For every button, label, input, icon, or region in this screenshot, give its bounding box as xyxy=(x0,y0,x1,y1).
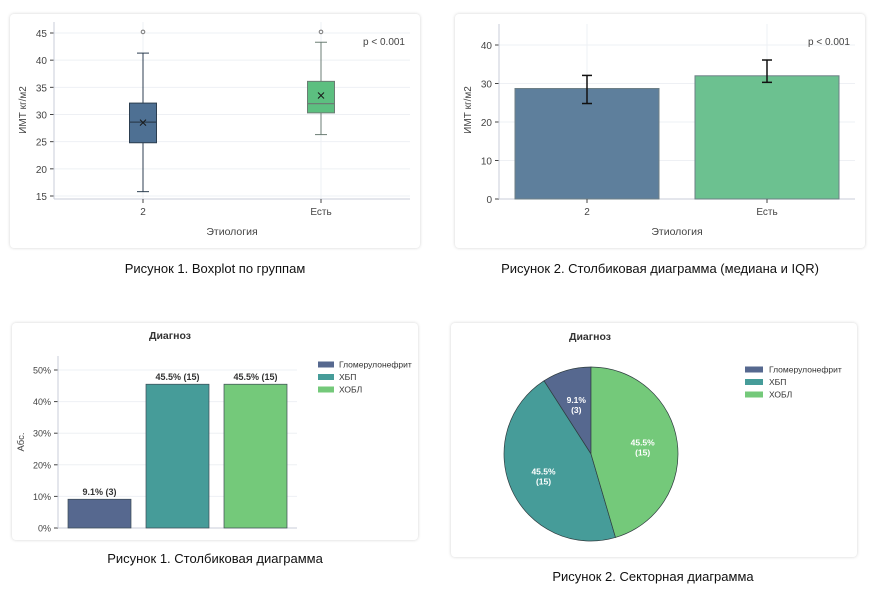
y-tick-label: 40% xyxy=(33,397,51,407)
p-value-annotation: p < 0.001 xyxy=(808,37,850,48)
caption-diagnosis-bar: Рисунок 1. Столбиковая диаграмма xyxy=(107,551,323,566)
slice-label: (15) xyxy=(635,448,650,458)
y-tick-label: 10 xyxy=(481,157,493,168)
y-tick-label: 20 xyxy=(36,165,48,176)
x-tick-label: Есть xyxy=(310,207,331,218)
legend-label: ХБП xyxy=(769,377,786,387)
y-tick-label: 25 xyxy=(36,138,48,149)
bar xyxy=(514,88,660,200)
y-tick-label: 15 xyxy=(36,192,48,203)
y-tick-label: 40 xyxy=(481,41,493,52)
caption-diagnosis-pie: Рисунок 2. Секторная диаграмма xyxy=(552,569,754,584)
y-axis-label: Абс. xyxy=(16,432,27,451)
y-tick-label: 0% xyxy=(38,524,51,534)
y-tick-label: 40 xyxy=(36,56,48,67)
chart-title: Диагноз xyxy=(569,331,611,343)
x-tick-label: 2 xyxy=(140,207,146,218)
slice-label: (15) xyxy=(536,477,551,487)
slice-label: 45.5% xyxy=(631,438,656,448)
legend-swatch xyxy=(318,386,334,393)
boxplot-card xyxy=(10,14,420,248)
box xyxy=(307,80,335,114)
mean-marker xyxy=(139,119,147,127)
mean-marker xyxy=(317,92,325,99)
pie-slice xyxy=(590,366,679,538)
slice-label: 9.1% xyxy=(567,395,587,405)
legend-label: Гломерулонефрит xyxy=(339,360,412,370)
bar-data-label: 45.5% (15) xyxy=(233,372,277,382)
y-tick-label: 35 xyxy=(36,83,48,94)
bar-data-label: 45.5% (15) xyxy=(155,372,199,382)
y-axis-label: ИМТ кг/м2 xyxy=(18,86,29,134)
p-value-annotation: p < 0.001 xyxy=(363,37,405,48)
bar xyxy=(145,383,210,529)
caption-boxplot: Рисунок 1. Boxplot по группам xyxy=(124,261,306,276)
legend-swatch xyxy=(745,379,763,385)
legend-label: Гломерулонефрит xyxy=(769,365,842,375)
legend-swatch xyxy=(318,361,334,368)
x-tick-label: Есть xyxy=(756,207,777,218)
slice-label: (3) xyxy=(571,405,582,415)
legend-swatch xyxy=(318,374,334,380)
legend-label: ХБП xyxy=(339,372,356,382)
slice-label: 45.5% xyxy=(531,467,556,477)
legend-swatch xyxy=(745,366,763,373)
y-tick-label: 0 xyxy=(486,195,492,206)
y-axis-label: ИМТ кг/м2 xyxy=(463,86,474,134)
y-tick-label: 30% xyxy=(33,429,51,439)
y-tick-label: 50% xyxy=(33,366,51,376)
bar xyxy=(67,498,132,529)
chart-title: Диагноз xyxy=(149,330,191,342)
caption-median-bar: Рисунок 2. Столбиковая диаграмма (медиан… xyxy=(501,261,819,276)
pie-slice xyxy=(503,380,616,542)
x-tick-label: 2 xyxy=(584,207,590,218)
y-tick-label: 10% xyxy=(33,492,51,502)
bar xyxy=(694,75,840,200)
y-tick-label: 30 xyxy=(481,80,493,91)
y-tick-label: 20 xyxy=(481,118,493,129)
y-tick-label: 30 xyxy=(36,111,48,122)
y-tick-label: 45 xyxy=(36,29,48,40)
legend-label: ХОБЛ xyxy=(769,390,792,400)
legend-swatch xyxy=(745,391,763,398)
legend-label: ХОБЛ xyxy=(339,385,362,395)
bar-data-label: 9.1% (3) xyxy=(82,487,116,497)
y-tick-label: 20% xyxy=(33,460,51,470)
x-axis-label: Этиология xyxy=(651,226,702,238)
outlier-point xyxy=(318,29,324,35)
bar xyxy=(223,383,288,529)
x-axis-label: Этиология xyxy=(206,226,257,238)
outlier-point xyxy=(140,29,146,35)
